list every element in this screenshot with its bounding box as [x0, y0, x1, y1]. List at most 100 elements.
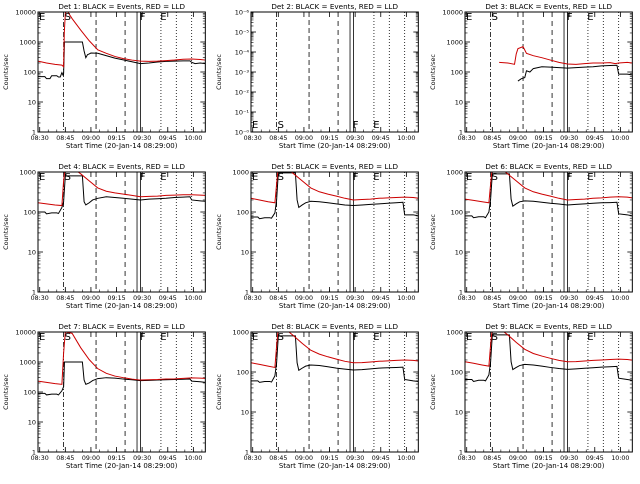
- chart-title: Det 2: BLACK = Events, RED = LLD: [272, 2, 399, 11]
- x-axis-label: Start Time (20-Jan-14 08:29:00): [66, 142, 178, 150]
- plot-frame: [37, 11, 206, 133]
- chart-title: Det 4: BLACK = Events, RED = LLD: [58, 162, 185, 171]
- y-tick-label: 1000: [19, 169, 36, 177]
- event-marker: E: [374, 332, 380, 343]
- x-axis-label: Start Time (20-Jan-14 08:29:00): [66, 302, 178, 310]
- chart-panel: Det 3: BLACK = Events, RED = LLD 1 10 100 10…: [427, 0, 640, 160]
- event-marker: S: [491, 12, 497, 23]
- chart-svg: Det 1: BLACK = Events, RED = LLD 1 10 100 10…: [2, 2, 206, 150]
- y-tick-label: 10: [28, 248, 36, 256]
- plot-frame: [250, 11, 420, 133]
- y-tick-label: 100: [24, 389, 36, 397]
- x-tick-label: 10:00: [611, 455, 629, 462]
- x-tick-label: 08:30: [457, 295, 475, 302]
- event-marker: F: [140, 332, 146, 343]
- x-tick-label: 09:15: [321, 295, 339, 302]
- y-tick-label: 1000: [446, 169, 463, 177]
- x-tick-label: 09:00: [82, 135, 100, 142]
- event-marker: S: [278, 120, 284, 131]
- y-tick-label: 10⁻⁵: [235, 29, 250, 37]
- y-tick-label: 100: [450, 209, 462, 217]
- plot-area: [251, 172, 419, 292]
- x-tick-label: 09:00: [509, 295, 527, 302]
- y-tick-label: 1: [32, 448, 36, 456]
- x-tick-label: 09:30: [560, 455, 578, 462]
- y-tick-label: 10: [241, 408, 249, 416]
- x-tick-label: 09:45: [585, 295, 603, 302]
- y-tick-label: 100: [24, 69, 36, 77]
- x-tick-label: 09:30: [346, 455, 364, 462]
- plot-area: [464, 172, 632, 292]
- x-tick-label: 08:30: [457, 455, 475, 462]
- y-axis-label: Counts/sec: [429, 54, 437, 90]
- chart-svg: Det 2: BLACK = Events, RED = LLD 10⁻⁰ 10⁻¹…: [215, 2, 420, 150]
- chart-svg: Det 7: BLACK = Events, RED = LLD 1 10 100 10…: [2, 322, 206, 470]
- y-tick-label: 10⁻¹: [235, 108, 250, 116]
- y-tick-label: 1000: [446, 39, 463, 47]
- chart-svg: Det 4: BLACK = Events, RED = LLD 1 10 100 10…: [2, 162, 206, 310]
- plot-area: [251, 332, 419, 452]
- x-tick-label: 10:00: [398, 135, 416, 142]
- y-axis-label: Counts/sec: [429, 374, 437, 410]
- x-tick-label: 09:15: [534, 455, 552, 462]
- event-marker: S: [278, 172, 284, 183]
- x-tick-label: 08:30: [31, 135, 49, 142]
- event-marker: F: [353, 172, 359, 183]
- x-tick-label: 09:45: [585, 455, 603, 462]
- x-tick-label: 10:00: [184, 295, 202, 302]
- x-tick-label: 09:45: [372, 455, 390, 462]
- plot-frame: [464, 171, 633, 293]
- y-tick-label: 10: [454, 98, 462, 106]
- events-series-line: [464, 173, 632, 219]
- event-marker: F: [566, 332, 572, 343]
- chart-svg: Det 9: BLACK = Events, RED = LLD 1 10 100 10…: [429, 322, 633, 470]
- x-tick-label: 09:15: [107, 295, 125, 302]
- event-marker: F: [353, 120, 359, 131]
- y-tick-label: 10: [454, 408, 462, 416]
- x-tick-label: 09:30: [133, 455, 151, 462]
- x-tick-label: 08:45: [56, 455, 74, 462]
- event-marker: S: [65, 172, 71, 183]
- event-marker: F: [353, 332, 359, 343]
- events-series-line: [37, 361, 206, 396]
- event-marker: F: [566, 172, 572, 183]
- y-tick-label: 1000: [446, 329, 463, 337]
- x-tick-label: 09:15: [321, 455, 339, 462]
- chart-panel: Det 1: BLACK = Events, RED = LLD 1 10 100 10…: [0, 0, 213, 160]
- event-marker: E: [252, 172, 258, 183]
- events-series-line: [37, 175, 206, 215]
- x-axis-label: Start Time (20-Jan-14 08:29:00): [493, 462, 605, 470]
- plot-area: [37, 172, 206, 292]
- x-tick-label: 08:45: [483, 295, 501, 302]
- x-axis-label: Start Time (20-Jan-14 08:29:00): [493, 142, 605, 150]
- x-tick-label: 08:45: [270, 455, 288, 462]
- x-tick-label: 10:00: [398, 455, 416, 462]
- event-marker: E: [587, 12, 593, 23]
- y-tick-label: 10: [28, 418, 36, 426]
- lld-series-line: [37, 332, 206, 385]
- lld-series-line: [464, 332, 632, 367]
- x-tick-label: 09:15: [107, 135, 125, 142]
- y-tick-label: 10: [28, 98, 36, 106]
- chart-panel: Det 6: BLACK = Events, RED = LLD 1 10 100 10…: [427, 160, 640, 320]
- x-tick-label: 09:00: [82, 295, 100, 302]
- y-tick-label: 1: [245, 448, 249, 456]
- plot-area: [37, 332, 206, 452]
- x-tick-label: 08:45: [56, 295, 74, 302]
- x-tick-label: 10:00: [611, 295, 629, 302]
- chart-panel: Det 8: BLACK = Events, RED = LLD 1 10 100 10…: [213, 320, 426, 480]
- x-tick-label: 08:30: [31, 455, 49, 462]
- y-tick-label: 100: [450, 369, 462, 377]
- x-tick-label: 09:45: [159, 455, 177, 462]
- x-tick-label: 10:00: [184, 455, 202, 462]
- y-axis-label: Counts/sec: [215, 54, 223, 90]
- y-tick-label: 100: [450, 69, 462, 77]
- y-tick-label: 10: [454, 248, 462, 256]
- chart-title: Det 6: BLACK = Events, RED = LLD: [485, 162, 612, 171]
- event-marker: E: [39, 12, 45, 23]
- plot-area: [276, 12, 406, 132]
- y-tick-label: 1: [459, 288, 463, 296]
- x-tick-label: 09:30: [346, 135, 364, 142]
- y-tick-label: 1: [459, 448, 463, 456]
